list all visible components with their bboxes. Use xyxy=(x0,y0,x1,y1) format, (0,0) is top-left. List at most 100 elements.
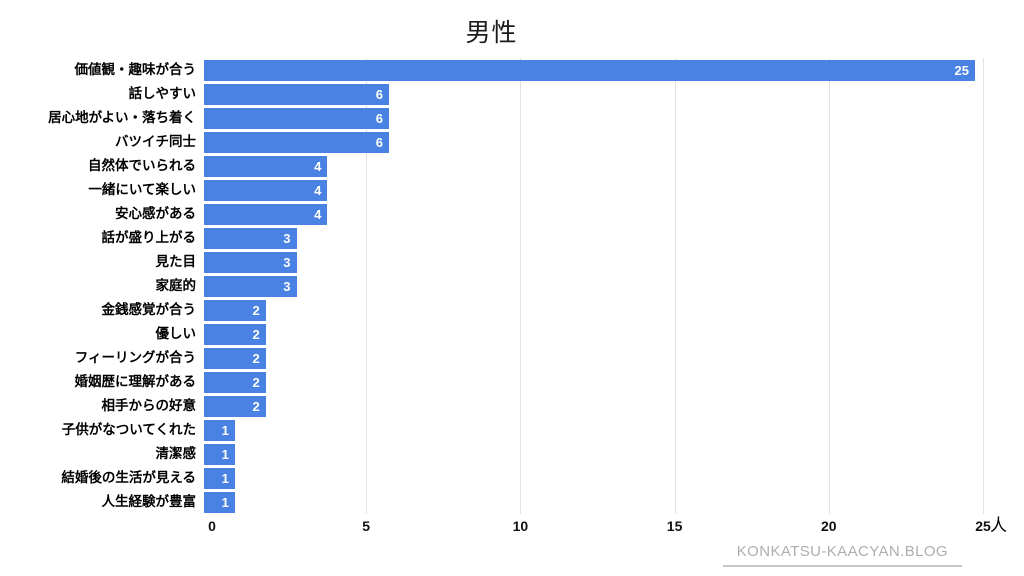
bar: 6 xyxy=(204,83,390,105)
bar-value-label: 6 xyxy=(375,134,384,150)
category-label: 自然体でいられる xyxy=(88,158,196,174)
bar-value-label: 3 xyxy=(283,254,291,270)
category-label: 子供がなついてくれた xyxy=(61,422,196,438)
bar-track: 3 xyxy=(204,251,975,273)
gridline xyxy=(366,58,368,514)
gridline xyxy=(983,58,984,514)
bar-value-label: 3 xyxy=(283,278,291,294)
category-label: 金銭感覚が合う xyxy=(101,302,197,318)
bar-value-label: 1 xyxy=(221,446,229,462)
chart-row: 居心地がよい・落ち着く 6 xyxy=(0,106,1024,130)
bar-track: 4 xyxy=(204,155,975,177)
bar-value-label: 1 xyxy=(221,470,229,486)
bar-track: 2 xyxy=(204,347,975,369)
bar: 2 xyxy=(204,371,266,393)
x-tick-label: 5 xyxy=(362,518,371,534)
category-label: 相手からの好意 xyxy=(101,398,197,414)
category-label: 価値観・趣味が合う xyxy=(74,62,197,78)
bar-track: 2 xyxy=(204,299,975,321)
bar-track: 25 xyxy=(204,59,975,81)
category-label: 一緒にいて楽しい xyxy=(88,182,196,198)
bar-track: 3 xyxy=(204,227,975,249)
x-axis: 人 0 5 10 15 20 25 xyxy=(208,517,1007,539)
chart-rows: 価値観・趣味が合う 25 話しやすい 6 居心地がよい・落ち着く 6 バツイチ同士 6 自然体で… xyxy=(0,58,1024,514)
x-tick-label: 15 xyxy=(666,518,683,534)
category-label: 結婚後の生活が見える xyxy=(61,470,196,486)
bar-value-label: 2 xyxy=(252,398,260,414)
gridline xyxy=(520,58,522,514)
bar: 1 xyxy=(204,467,235,489)
bar-track: 2 xyxy=(204,323,975,345)
bar-value-label: 25 xyxy=(954,62,969,78)
bar-track: 1 xyxy=(204,443,975,465)
bar: 1 xyxy=(204,419,235,441)
bar: 4 xyxy=(204,155,328,177)
gridlines-layer xyxy=(212,58,984,514)
bar-value-label: 2 xyxy=(252,350,260,366)
chart-row: 優しい 2 xyxy=(0,322,1024,346)
gridline xyxy=(674,58,676,514)
chart-row: 安心感がある 4 xyxy=(0,202,1024,226)
category-label: 話しやすい xyxy=(128,86,196,102)
category-label: 婚姻歴に理解がある xyxy=(74,374,197,390)
bar: 2 xyxy=(204,323,266,345)
bar-track: 6 xyxy=(204,83,975,105)
bar-value-label: 2 xyxy=(252,326,260,342)
bar: 3 xyxy=(204,227,297,249)
bar-value-label: 1 xyxy=(221,494,229,510)
bar: 4 xyxy=(204,179,328,201)
bar-track: 2 xyxy=(204,371,975,393)
chart-row: 話が盛り上がる 3 xyxy=(0,226,1024,250)
category-label: 優しい xyxy=(155,326,197,342)
category-label: 人生経験が豊富 xyxy=(101,494,197,510)
chart-row: 婚姻歴に理解がある 2 xyxy=(0,370,1024,394)
bar-value-label: 4 xyxy=(314,158,322,174)
chart-row: 一緒にいて楽しい 4 xyxy=(0,178,1024,202)
category-label: 清潔感 xyxy=(155,446,197,462)
bar: 25 xyxy=(204,59,975,81)
chart-row: 自然体でいられる 4 xyxy=(0,154,1024,178)
bar: 3 xyxy=(204,251,297,273)
category-label: 話が盛り上がる xyxy=(101,230,197,246)
x-tick-label: 25 xyxy=(975,518,991,534)
chart-row: 見た目 3 xyxy=(0,250,1024,274)
bar-value-label: 3 xyxy=(283,230,291,246)
category-label: 見た目 xyxy=(155,254,197,270)
bar: 4 xyxy=(204,203,328,225)
x-tick-label: 10 xyxy=(512,518,529,534)
gridline xyxy=(828,58,830,514)
bar: 6 xyxy=(204,107,390,129)
bar-value-label: 4 xyxy=(314,182,322,198)
bar-value-label: 6 xyxy=(375,110,384,126)
bar-track: 3 xyxy=(204,275,975,297)
chart-row: 子供がなついてくれた 1 xyxy=(0,418,1024,442)
chart-row: 結婚後の生活が見える 1 xyxy=(0,466,1024,490)
bar-track: 4 xyxy=(204,203,975,225)
axis-unit-label: 人 xyxy=(990,516,1007,535)
chart-row: 価値観・趣味が合う 25 xyxy=(0,58,1024,82)
chart-row: バツイチ同士 6 xyxy=(0,130,1024,154)
bar: 6 xyxy=(204,131,390,153)
category-label: バツイチ同士 xyxy=(115,134,196,150)
chart-title: 男性 xyxy=(465,19,518,47)
bar: 1 xyxy=(204,443,235,465)
chart-row: 相手からの好意 2 xyxy=(0,394,1024,418)
bar: 2 xyxy=(204,299,266,321)
bar-track: 1 xyxy=(204,419,975,441)
bar-track: 2 xyxy=(204,395,975,417)
chart-row: 家庭的 3 xyxy=(0,274,1024,298)
category-label: 家庭的 xyxy=(155,278,197,294)
bar-value-label: 1 xyxy=(221,422,229,438)
category-label: 居心地がよい・落ち着く xyxy=(48,110,196,126)
bar-value-label: 6 xyxy=(375,86,384,102)
x-tick-label: 0 xyxy=(208,518,216,534)
chart-row: 話しやすい 6 xyxy=(0,82,1024,106)
bar-value-label: 4 xyxy=(314,206,322,222)
bar: 1 xyxy=(204,491,235,513)
bar-track: 1 xyxy=(204,491,975,513)
bar-value-label: 2 xyxy=(252,374,260,390)
bar: 2 xyxy=(204,395,266,417)
bar-track: 1 xyxy=(204,467,975,489)
chart-row: 清潔感 1 xyxy=(0,442,1024,466)
